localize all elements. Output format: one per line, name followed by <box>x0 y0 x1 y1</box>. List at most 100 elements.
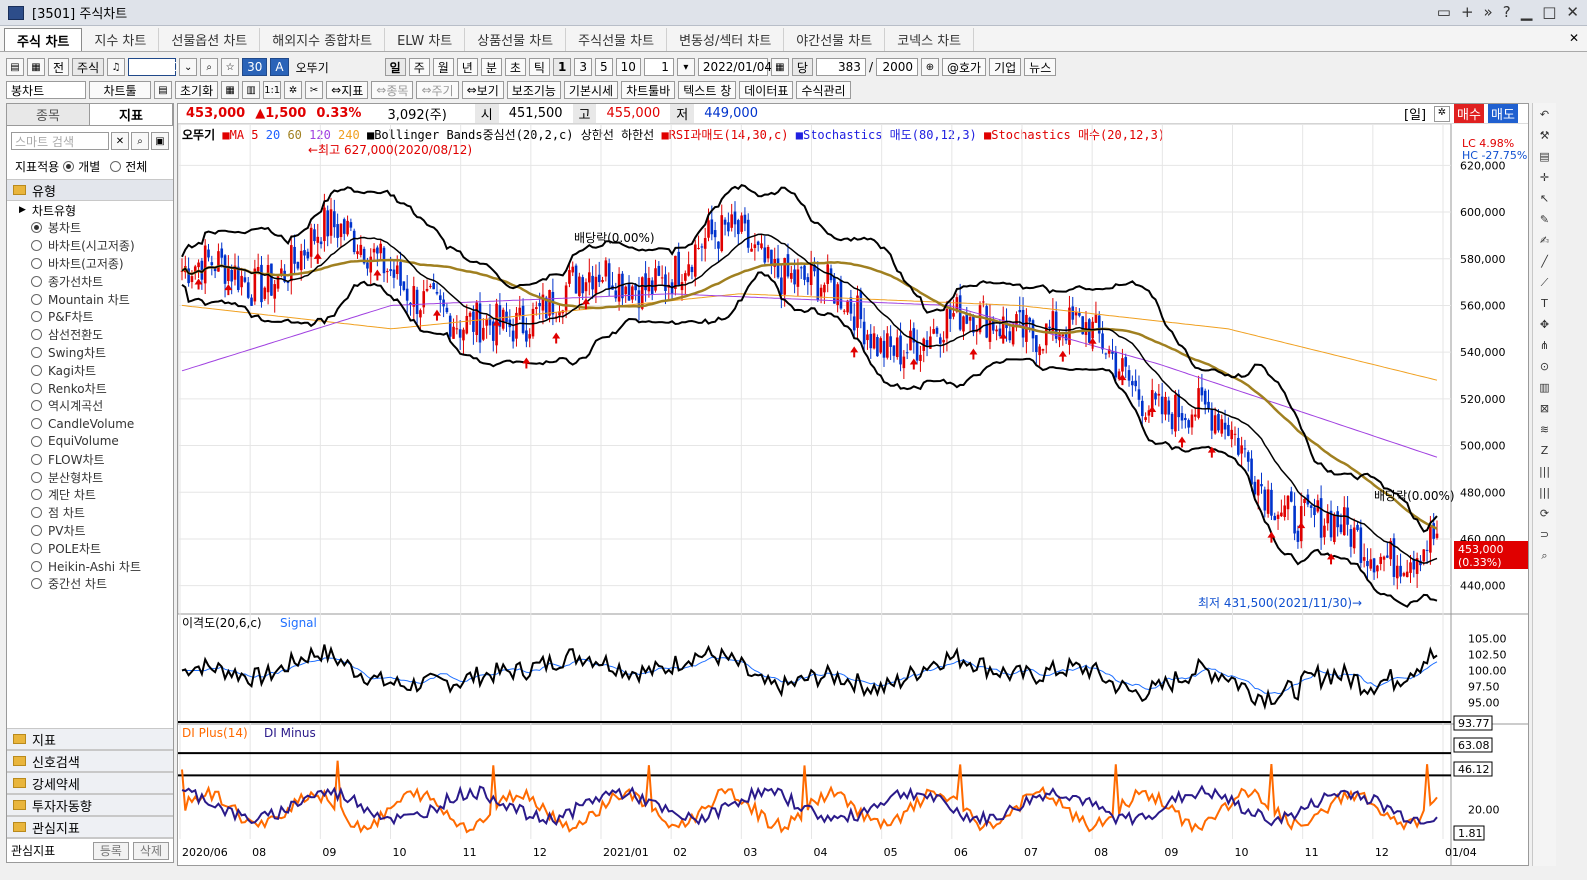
calendar-icon[interactable]: ▦ <box>770 58 789 76</box>
data-table-button[interactable]: 데이터표 <box>739 81 794 99</box>
refresh-icon[interactable]: ⟳ <box>1539 507 1550 520</box>
minimize-icon[interactable]: ▁ <box>1520 3 1533 21</box>
chart-type-radio[interactable] <box>31 382 42 394</box>
chart-type-option[interactable]: 바차트(고저종) <box>19 255 173 273</box>
chevron-down-icon[interactable]: ⌄ <box>179 58 198 76</box>
chart-type-radio[interactable] <box>31 364 42 376</box>
print-icon[interactable]: ▦ <box>27 58 45 76</box>
tab-indicator[interactable]: 지표 <box>89 104 173 125</box>
chart-type-option[interactable]: CandleVolume <box>19 415 173 433</box>
delete-button[interactable]: 삭제 <box>132 841 169 860</box>
stock-code-input[interactable]: 007310 <box>128 58 179 76</box>
indicator-button[interactable]: ⇔ 지표 <box>326 81 369 99</box>
tab-konex-chart[interactable]: 코넥스 차트 <box>885 28 975 51</box>
one-to-one-icon[interactable]: 1:1 <box>263 81 282 99</box>
tab-commodity-chart[interactable]: 상품선물 차트 <box>465 28 567 51</box>
tool-icon[interactable]: ⚒ <box>1539 129 1550 142</box>
chart-type-option[interactable]: 역시계곡선 <box>19 397 173 415</box>
cycle-icon[interactable]: ⊙ <box>1539 360 1550 373</box>
count-input[interactable]: 383 <box>815 58 866 76</box>
line-icon[interactable]: ╱ <box>1541 255 1548 268</box>
maximize-icon[interactable]: □ <box>1542 3 1557 21</box>
period-mode-button[interactable]: A <box>270 58 289 76</box>
all-icon[interactable]: ✥ <box>1539 318 1550 331</box>
tab-night-chart[interactable]: 야간선물 차트 <box>784 28 886 51</box>
formula-button[interactable]: 수식관리 <box>796 81 851 99</box>
mult-1-button[interactable]: 1 <box>552 58 572 76</box>
period-week-button[interactable]: 주 <box>408 58 430 76</box>
tab-overseas-chart[interactable]: 해외지수 종합차트 <box>260 28 386 51</box>
pen-icon[interactable]: ✎ <box>1539 213 1550 226</box>
option-icon[interactable]: ▣ <box>151 132 169 150</box>
chart-type-radio[interactable] <box>31 293 42 305</box>
chart-type-radio[interactable] <box>31 471 42 483</box>
chevron-down-icon[interactable]: ▾ <box>676 58 695 76</box>
chart-type-option[interactable]: PV차트 <box>19 522 173 540</box>
chart-type-radio[interactable] <box>31 524 42 536</box>
tab-stock[interactable]: 종목 <box>7 104 89 125</box>
magnet-icon[interactable]: ⊃ <box>1539 528 1550 541</box>
help-icon[interactable]: ? <box>1502 3 1511 21</box>
add-icon[interactable]: + <box>1460 3 1474 21</box>
news-button[interactable]: 뉴스 <box>1024 58 1057 76</box>
tab-sector-chart[interactable]: 변동성/섹터 차트 <box>667 28 785 51</box>
settings-icon[interactable]: ▤ <box>154 81 172 99</box>
section-favorites[interactable]: 관심지표 <box>7 816 173 838</box>
zoom-icon[interactable]: ⊕ <box>920 58 939 76</box>
all-button[interactable]: 전 <box>48 58 70 76</box>
chart-type-radio[interactable] <box>31 418 42 430</box>
chart-type-radio[interactable] <box>31 560 42 572</box>
chart-toolbar-button[interactable]: 차트툴바 <box>621 81 676 99</box>
period-tick-button[interactable]: 틱 <box>528 58 550 76</box>
smart-search-input[interactable]: 스마트 검색 <box>11 132 109 150</box>
crosshair-icon[interactable]: ✛ <box>1539 171 1550 184</box>
company-button[interactable]: 기업 <box>989 58 1022 76</box>
period-month-button[interactable]: 월 <box>432 58 454 76</box>
bell-icon[interactable]: ♫ <box>107 58 126 76</box>
mult-5-button[interactable]: 5 <box>594 58 613 76</box>
chart-type-radio[interactable] <box>31 275 42 287</box>
chart-type-option[interactable]: POLE차트 <box>19 539 173 557</box>
total-input[interactable]: 2000 <box>875 58 918 76</box>
chart-type-option[interactable]: 계단 차트 <box>19 486 173 504</box>
brush-icon[interactable]: ✍ <box>1539 234 1550 247</box>
chart-icon[interactable]: ▤ <box>1539 150 1550 163</box>
chart-type-select[interactable]: 봉차트 <box>6 81 86 99</box>
date-input[interactable]: 2022/01/04 <box>697 58 772 76</box>
chart-tool-button[interactable]: 차트툴 <box>89 81 151 99</box>
gear-icon[interactable]: ✲ <box>284 81 303 99</box>
auto-line-icon[interactable]: ⟋ <box>1540 276 1549 289</box>
star-icon[interactable]: ☆ <box>221 58 240 76</box>
chart-type-option[interactable]: Heikin-Ashi 차트 <box>19 557 173 575</box>
aux-button[interactable]: 보조기능 <box>506 81 561 99</box>
chart-type-radio[interactable] <box>31 578 42 590</box>
register-button[interactable]: 등록 <box>92 841 129 860</box>
expand-icon[interactable]: » <box>1483 3 1493 21</box>
chart-type-radio[interactable] <box>31 329 42 341</box>
tab-stock-chart[interactable]: 주식 차트 <box>4 28 83 51</box>
chart-type-option[interactable]: 봉차트 <box>19 219 173 237</box>
chart-type-radio[interactable] <box>31 240 42 252</box>
chart-type-radio[interactable] <box>31 257 42 269</box>
chart-type-radio[interactable] <box>31 489 42 501</box>
tab-futures-chart[interactable]: 선물옵션 차트 <box>159 28 261 51</box>
period-compare-button[interactable]: ⇔ 주기 <box>416 81 459 99</box>
tree-root-chart-types[interactable]: ▶ 차트유형 <box>19 203 77 218</box>
chart-type-option[interactable]: Mountain 차트 <box>19 290 173 308</box>
chart-type-option[interactable]: P&F차트 <box>19 308 173 326</box>
gann-icon[interactable]: ⊠ <box>1539 402 1550 415</box>
apply-individual-radio[interactable] <box>63 161 75 172</box>
section-signal-search[interactable]: 신호검색 <box>7 750 173 772</box>
mult-input[interactable]: 1 <box>643 58 674 76</box>
buy-button[interactable]: 매수 <box>1454 104 1484 123</box>
scissors-icon[interactable]: ✂ <box>305 81 324 99</box>
stock-compare-button[interactable]: ⇔ 종목 <box>371 81 414 99</box>
chart-type-option[interactable]: Kagi차트 <box>19 361 173 379</box>
tab-close-icon[interactable]: ✕ <box>1568 31 1579 45</box>
section-indicator[interactable]: 지표 <box>7 728 173 750</box>
chart-type-option[interactable]: 바차트(시고저종) <box>19 237 173 255</box>
text-window-button[interactable]: 텍스트 창 <box>678 81 737 99</box>
layout-icon[interactable]: ▤ <box>6 58 24 76</box>
chart-type-option[interactable]: EquiVolume <box>19 433 173 451</box>
pitchfork-icon[interactable]: ⋔ <box>1539 339 1550 352</box>
